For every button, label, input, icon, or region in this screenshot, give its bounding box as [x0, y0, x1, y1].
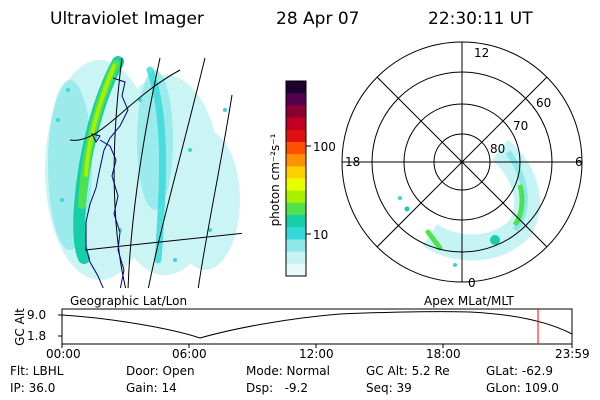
colorbar-cell — [286, 141, 306, 155]
colorbar-cell — [286, 239, 306, 253]
colorbar-cell — [286, 117, 306, 131]
xtick-2359: 23:59 — [555, 347, 590, 361]
time-label: 22:30:11 UT — [428, 9, 533, 29]
lat-label-60: 60 — [536, 96, 552, 110]
date-label: 28 Apr 07 — [276, 9, 360, 29]
glon-info: GLon: 109.0 — [486, 381, 559, 395]
auroral-glow — [45, 60, 240, 280]
xtick-1800: 18:00 — [426, 347, 461, 361]
altitude-curve — [61, 311, 573, 339]
colorbar-tick-100: 100 — [313, 140, 336, 154]
xtick-0000: 00:00 — [46, 347, 81, 361]
colorbar-cell — [286, 227, 306, 240]
dsp-info: Dsp: -9.2 — [246, 381, 309, 395]
lat-label-70: 70 — [513, 119, 529, 133]
colorbar-cell — [286, 215, 306, 228]
filter-info: Flt: LBHL — [10, 364, 64, 378]
gc-alt-info: GC Alt: 5.2 Re — [366, 364, 450, 378]
coastline — [85, 77, 129, 288]
xtick-0600: 06:00 — [172, 347, 207, 361]
xtick-1200: 12:00 — [299, 347, 334, 361]
lat-label-80: 80 — [490, 142, 506, 156]
altitude-ytick-9: 9.0 — [27, 308, 47, 322]
mlt-label-6: 6 — [575, 155, 583, 169]
colorbar-cell — [286, 105, 306, 119]
colorbar-cell — [286, 154, 306, 167]
gain-info: Gain: 14 — [126, 381, 177, 395]
colorbar-cell — [286, 263, 306, 277]
glat-info: GLat: -62.9 — [486, 364, 553, 378]
ip-info: IP: 36.0 — [10, 381, 56, 395]
polar-emission — [398, 139, 541, 267]
colorbar-cell — [286, 202, 306, 216]
seq-info: Seq: 39 — [366, 381, 412, 395]
colorbar-cell — [286, 129, 306, 143]
colorbar-cell — [286, 178, 306, 192]
instrument-title: Ultraviolet Imager — [50, 9, 204, 29]
auroral-arc — [73, 56, 124, 264]
geo-map-label: Geographic Lat/Lon — [70, 294, 188, 308]
mlt-label-18: 18 — [345, 155, 361, 169]
colorbar-cell — [286, 166, 306, 179]
colorbar-cell — [286, 81, 306, 94]
colorbar-cell — [286, 93, 306, 106]
colorbar-unit-label: photon cm⁻²s⁻¹ — [268, 133, 282, 227]
mlt-label-12: 12 — [474, 46, 490, 60]
colorbar-cell — [286, 190, 306, 204]
altitude-ytick-1: 1.8 — [27, 329, 47, 343]
mlt-label-0: 0 — [468, 276, 476, 290]
mode-info: Mode: Normal — [246, 364, 330, 378]
door-info: Door: Open — [126, 364, 195, 378]
colorbar-tick-10: 10 — [313, 228, 329, 242]
polar-plot-label: Apex MLat/MLT — [424, 294, 514, 308]
colorbar-cell — [286, 251, 306, 265]
altitude-ylabel: GC Alt — [13, 308, 27, 346]
